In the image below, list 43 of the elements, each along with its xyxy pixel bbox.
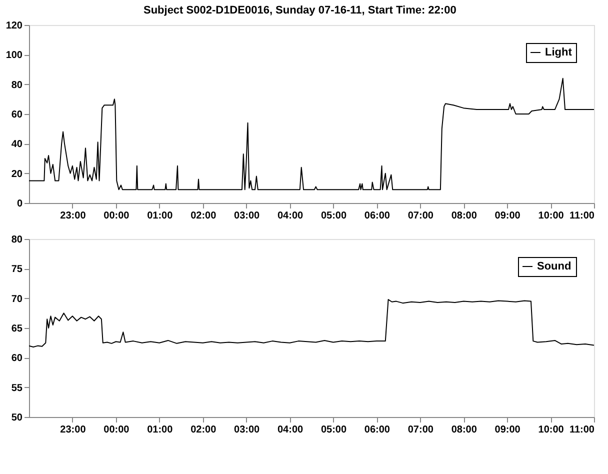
x-tick-label: 06:00	[364, 210, 390, 222]
x-tick-label: 10:00	[538, 424, 564, 436]
y-tick-label: 70	[11, 294, 23, 305]
y-tick-label: 75	[11, 264, 23, 276]
x-tick-label: 23:00	[60, 210, 86, 222]
x-tick-label: 09:00	[494, 210, 521, 222]
x-tick-label: 07:00	[408, 210, 434, 222]
x-tick-label: 04:00	[277, 424, 304, 436]
y-tick-label: 80	[11, 234, 23, 246]
y-tick-label: 0	[16, 198, 23, 210]
legend-label: Sound	[537, 260, 572, 272]
x-tick-label: 09:00	[494, 424, 521, 436]
chart-title: Subject S002-D1DE0016, Sunday 07-16-11, Start Time: 22:00	[143, 4, 456, 16]
x-tick-label: 10:00	[538, 210, 564, 222]
x-tick-label: 05:00	[320, 424, 347, 436]
x-tick-label: 03:00	[234, 424, 260, 436]
x-tick-label: 02:00	[190, 424, 217, 436]
y-tick-label: 55	[11, 382, 23, 394]
y-tick-label: 120	[6, 20, 23, 32]
x-tick-label: 00:00	[104, 210, 130, 222]
y-tick-label: 65	[11, 324, 23, 334]
x-tick-label: 08:00	[451, 210, 478, 222]
y-tick-label: 60	[11, 110, 23, 120]
x-tick-label: 23:00	[60, 424, 86, 436]
x-tick-label: 04:00	[277, 210, 304, 222]
y-tick-label: 50	[11, 412, 23, 424]
x-tick-label: 08:00	[451, 424, 478, 436]
x-tick-label: 00:00	[104, 424, 130, 436]
y-tick-label: 40	[11, 139, 23, 150]
legend-label: Light	[545, 46, 572, 58]
x-tick-label: 11:00	[569, 424, 595, 436]
x-tick-label: 06:00	[364, 424, 390, 436]
x-tick-label: 03:00	[234, 210, 260, 222]
x-tick-label: 01:00	[147, 424, 174, 436]
y-tick-label: 80	[11, 80, 23, 91]
x-tick-label: 11:00	[569, 210, 595, 222]
x-tick-label: 07:00	[408, 424, 434, 436]
x-tick-label: 05:00	[320, 210, 347, 222]
x-tick-label: 02:00	[190, 210, 217, 222]
x-tick-label: 01:00	[147, 210, 174, 222]
y-tick-label: 60	[11, 353, 23, 364]
y-tick-label: 100	[6, 50, 23, 62]
y-tick-label: 20	[11, 168, 23, 180]
